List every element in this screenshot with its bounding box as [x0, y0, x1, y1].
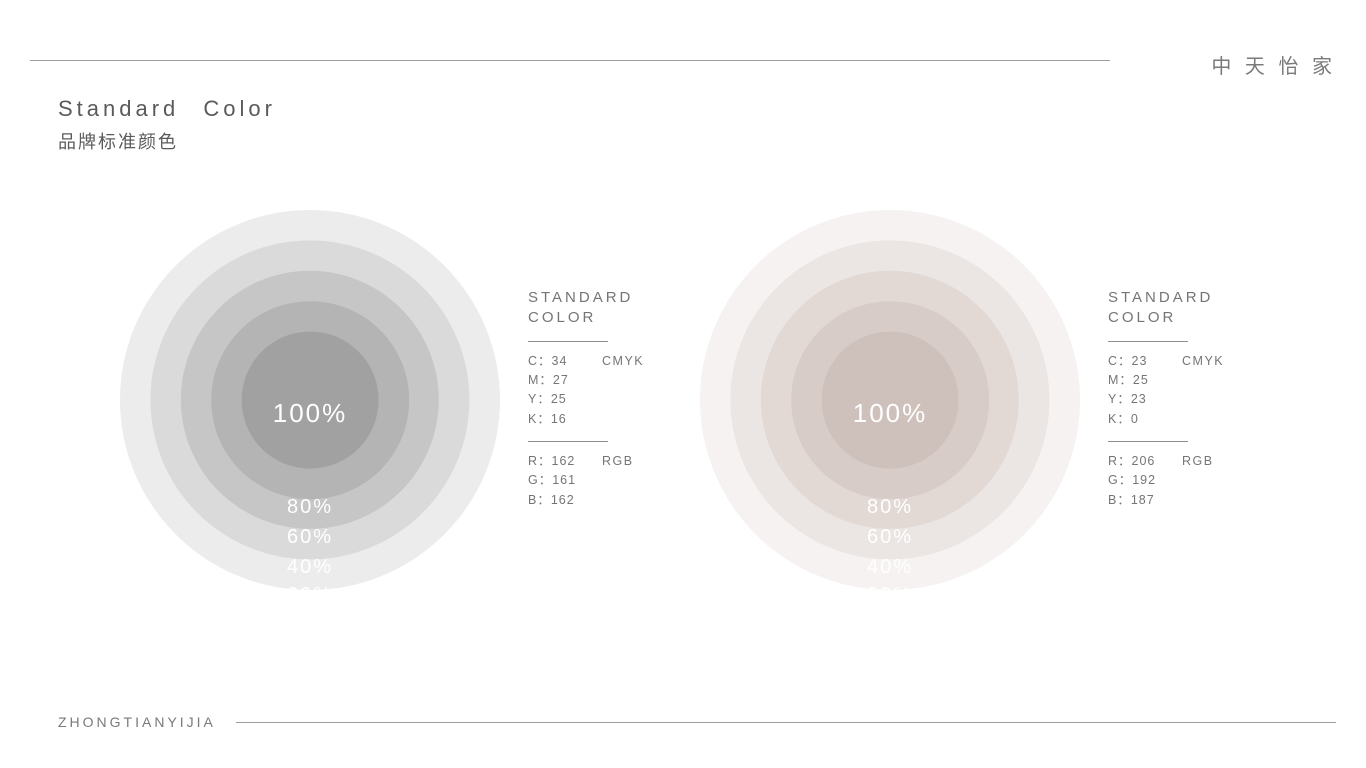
spec-title-l1: STANDARD: [1108, 288, 1213, 308]
spec-rgb: RGBR：162G：161B：162: [528, 452, 633, 510]
canvas: 中 天 怡 家 Standard Color 品牌标准颜色 100% 80% 60%…: [0, 0, 1366, 768]
cmyk-m: M：25: [1108, 371, 1213, 390]
ring-label-60: 60%: [700, 526, 1080, 549]
rgb-g: G：161: [528, 471, 633, 490]
ring-label-20: 20%: [120, 584, 500, 607]
ring-label-40: 40%: [700, 556, 1080, 579]
rgb-b: B：187: [1108, 491, 1213, 510]
ring-label-80: 80%: [700, 496, 1080, 519]
footer-rule: [236, 722, 1336, 723]
heading-zh: 品牌标准颜色: [58, 128, 276, 154]
center-label: 100%: [700, 398, 1080, 429]
rgb-b: B：162: [528, 491, 633, 510]
cmyk-y: Y：25: [528, 390, 633, 409]
cmyk-k: K：16: [528, 410, 633, 429]
spec-title-l2: COLOR: [528, 308, 633, 328]
ring-label-40: 40%: [120, 556, 500, 579]
spec-cmyk: CMYKC：23M：25Y：23K：0: [1108, 352, 1213, 430]
spec-warm: STANDARDCOLOR CMYKC：23M：25Y：23K：0 RGBR：206…: [1108, 288, 1213, 510]
swatch-warm: 100%80%60%40%20%: [700, 210, 1080, 590]
swatch-gray: 100%80%60%40%20%: [120, 210, 500, 590]
ring-label-80: 80%: [120, 496, 500, 519]
spec-divider: [1108, 341, 1188, 342]
heading-en: Standard Color: [58, 96, 276, 122]
spec-cmyk: CMYKC：34M：27Y：25K：16: [528, 352, 633, 430]
spec-rgb: RGBR：206G：192B：187: [1108, 452, 1213, 510]
center-label: 100%: [120, 398, 500, 429]
spec-divider-2: [1108, 441, 1188, 442]
cmyk-y: Y：23: [1108, 390, 1213, 409]
spec-title-l1: STANDARD: [528, 288, 633, 308]
heading: Standard Color 品牌标准颜色: [58, 96, 276, 154]
spec-title: STANDARDCOLOR: [528, 288, 633, 329]
cmyk-m: M：27: [528, 371, 633, 390]
ring-label-20: 20%: [700, 584, 1080, 607]
spec-divider: [528, 341, 608, 342]
footer: ZHONGTIANYIJIA: [58, 714, 1336, 730]
cmyk-label: CMYK: [602, 352, 644, 371]
footer-brand: ZHONGTIANYIJIA: [58, 714, 216, 730]
cmyk-k: K：0: [1108, 410, 1213, 429]
top-rule: [30, 60, 1110, 61]
spec-title: STANDARDCOLOR: [1108, 288, 1213, 329]
brand-top-right: 中 天 怡 家: [1211, 50, 1336, 79]
ring-label-60: 60%: [120, 526, 500, 549]
cmyk-label: CMYK: [1182, 352, 1224, 371]
spec-divider-2: [528, 441, 608, 442]
rgb-g: G：192: [1108, 471, 1213, 490]
spec-title-l2: COLOR: [1108, 308, 1213, 328]
spec-gray: STANDARDCOLOR CMYKC：34M：27Y：25K：16 RGBR：16…: [528, 288, 633, 510]
rgb-label: RGB: [602, 452, 634, 471]
rgb-label: RGB: [1182, 452, 1214, 471]
